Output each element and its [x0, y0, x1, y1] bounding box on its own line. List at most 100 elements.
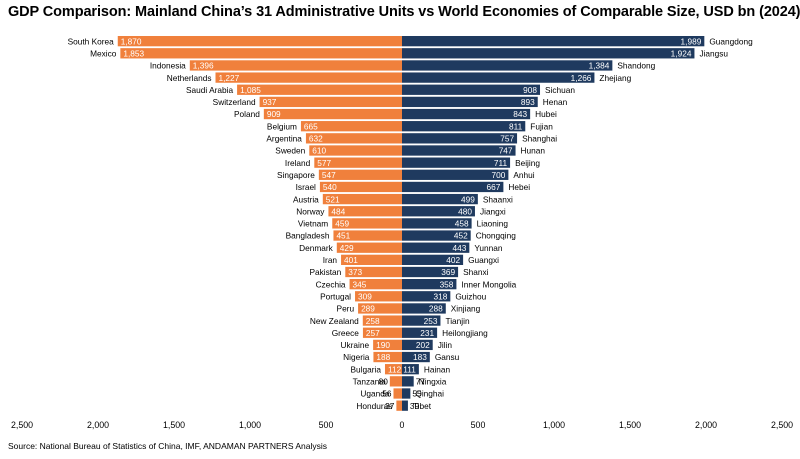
province-bar [402, 351, 430, 363]
country-value-label: 665 [304, 121, 318, 131]
country-value-label: 577 [317, 158, 331, 168]
province-label: Guangdong [709, 36, 753, 46]
province-value-label: 77 [416, 377, 426, 387]
province-value-label: 55 [412, 389, 422, 399]
province-label: Liaoning [477, 219, 509, 229]
country-label: Israel [296, 182, 316, 192]
country-value-label: 289 [361, 304, 375, 314]
province-label: Yunnan [474, 243, 503, 253]
country-bar [117, 36, 402, 47]
country-value-label: 37 [385, 401, 395, 411]
country-bar [362, 327, 402, 338]
country-value-label: 1,870 [121, 36, 142, 46]
country-value-label: 257 [366, 328, 380, 338]
country-label: Switzerland [213, 97, 256, 107]
province-label: Guizhou [455, 291, 486, 301]
province-bar [402, 72, 595, 83]
province-bar [402, 230, 471, 241]
country-value-label: 484 [331, 206, 345, 216]
province-value-label: 757 [500, 134, 514, 144]
country-bar [373, 351, 402, 363]
province-value-label: 711 [494, 158, 508, 168]
province-bar [402, 206, 475, 217]
country-label: Poland [234, 109, 260, 119]
province-value-label: 1,384 [589, 61, 610, 71]
country-value-label: 909 [267, 109, 281, 119]
country-label: Nigeria [343, 352, 370, 362]
province-value-label: 253 [424, 316, 438, 326]
province-bar [402, 48, 695, 59]
province-label: Shandong [617, 61, 655, 71]
country-label: Indonesia [150, 61, 186, 71]
province-bar [402, 145, 516, 156]
country-bar [319, 181, 402, 193]
province-label: Tianjin [445, 316, 470, 326]
province-value-label: 893 [521, 97, 535, 107]
country-bar [349, 279, 402, 290]
country-label: Bulgaria [351, 364, 382, 374]
province-value-label: 480 [458, 206, 472, 216]
x-tick-label: 0 [400, 420, 405, 430]
province-value-label: 39 [410, 401, 420, 411]
country-value-label: 258 [366, 316, 380, 326]
province-label: Jiangsu [699, 48, 728, 58]
province-value-label: 458 [455, 219, 469, 229]
x-tick-label: 1,500 [619, 420, 641, 430]
country-label: Netherlands [167, 73, 212, 83]
province-value-label: 499 [461, 194, 475, 204]
country-value-label: 80 [379, 377, 389, 387]
country-value-label: 309 [358, 291, 372, 301]
province-value-label: 452 [454, 231, 468, 241]
country-bar [309, 145, 402, 156]
country-value-label: 112 [388, 364, 402, 374]
country-bar [345, 266, 402, 278]
country-bar [332, 218, 402, 229]
country-label: Argentina [266, 134, 302, 144]
province-label: Hebei [508, 182, 530, 192]
province-label: Inner Mongolia [461, 279, 516, 289]
country-value-label: 610 [312, 146, 326, 156]
x-tick-label: 1,500 [163, 420, 185, 430]
province-bar [402, 108, 531, 120]
province-value-label: 811 [509, 121, 523, 131]
province-bar [402, 279, 457, 290]
province-label: Heilongjiang [442, 328, 488, 338]
province-bar [402, 291, 451, 302]
country-label: Austria [293, 194, 319, 204]
province-value-label: 1,989 [681, 36, 702, 46]
province-bar [402, 193, 478, 205]
country-bar [373, 339, 402, 351]
province-value-label: 318 [433, 291, 447, 301]
country-value-label: 451 [336, 231, 350, 241]
country-value-label: 1,853 [123, 48, 144, 58]
country-label: Vietnam [298, 219, 328, 229]
province-bar [402, 388, 411, 399]
province-bar [402, 121, 526, 132]
country-label: Denmark [299, 243, 334, 253]
country-bar [396, 400, 402, 411]
province-value-label: 1,924 [671, 48, 692, 58]
country-value-label: 188 [376, 352, 390, 362]
province-bar [402, 36, 705, 47]
province-value-label: 667 [487, 182, 501, 192]
province-bar [402, 60, 613, 71]
province-bar [402, 96, 538, 108]
country-value-label: 345 [353, 279, 367, 289]
province-bar [402, 242, 470, 253]
country-bar [393, 388, 402, 399]
country-value-label: 1,085 [240, 85, 261, 95]
province-label: Chongqing [476, 231, 517, 241]
country-bar [237, 84, 402, 95]
country-bar [215, 72, 402, 83]
country-bar [263, 108, 402, 120]
province-label: Fujian [530, 121, 553, 131]
province-bar [402, 266, 459, 278]
province-bar [402, 315, 441, 326]
province-label: Tibet [413, 401, 432, 411]
country-bar [314, 157, 402, 168]
country-value-label: 373 [348, 267, 362, 277]
country-label: Peru [337, 304, 355, 314]
province-bar [402, 169, 509, 180]
province-label: Hainan [424, 364, 451, 374]
chart-title: GDP Comparison: Mainland China’s 31 Admi… [8, 4, 800, 20]
